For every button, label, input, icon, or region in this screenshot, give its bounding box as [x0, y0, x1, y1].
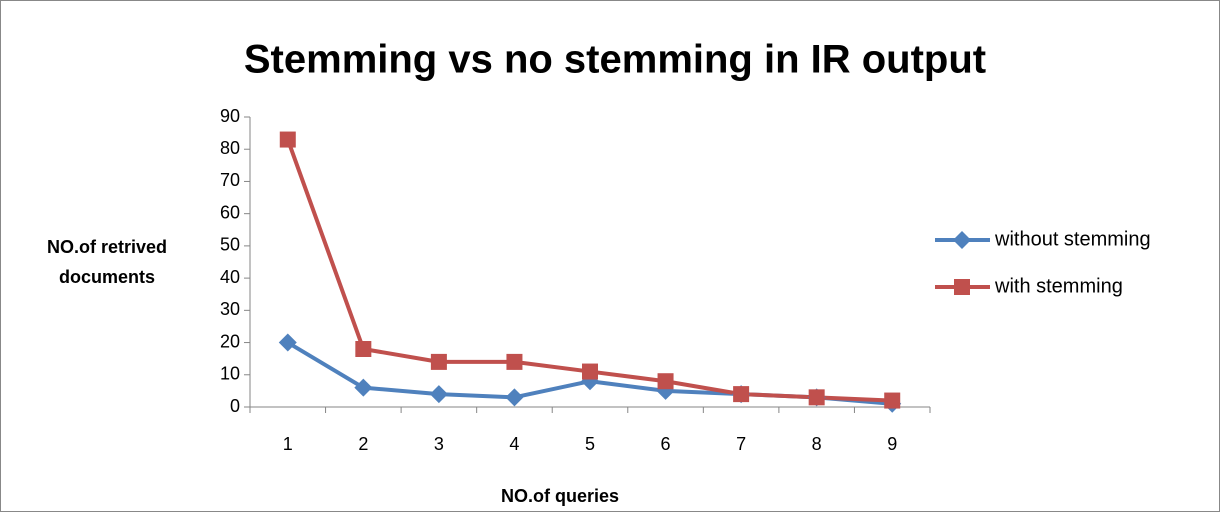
- data-point: [733, 386, 750, 403]
- y-tick-label: 60: [220, 202, 240, 222]
- x-tick-label: 9: [887, 434, 897, 454]
- y-tick-label: 20: [220, 331, 240, 351]
- x-axis-label: NO.of queries: [501, 486, 619, 506]
- x-tick-label: 2: [358, 434, 368, 454]
- x-tick-label: 1: [283, 434, 293, 454]
- chart-title: Stemming vs no stemming in IR output: [244, 38, 986, 82]
- y-tick-label: 10: [220, 364, 240, 384]
- x-tick-label: 7: [736, 434, 746, 454]
- x-tick-label: 5: [585, 434, 595, 454]
- data-point: [278, 333, 297, 352]
- y-tick-label: 40: [220, 267, 240, 287]
- data-point: [505, 388, 524, 407]
- y-tick-label: 0: [230, 396, 240, 416]
- y-tick-label: 30: [220, 299, 240, 319]
- x-tick-label: 3: [434, 434, 444, 454]
- y-tick-label: 70: [220, 170, 240, 190]
- data-point: [354, 378, 373, 397]
- data-point: [355, 341, 372, 357]
- data-point: [279, 131, 296, 148]
- data-point: [582, 363, 598, 380]
- y-tick-label: 90: [220, 106, 240, 126]
- y-tick-label: 50: [220, 235, 240, 255]
- y-axis-label: NO.of retrived documents: [46, 237, 168, 287]
- y-tick-label: 80: [220, 138, 240, 158]
- legend-marker: [953, 231, 971, 249]
- x-tick-label: 6: [661, 434, 671, 454]
- data-point: [429, 385, 448, 404]
- data-point: [657, 373, 674, 390]
- data-point: [506, 353, 523, 370]
- legend-label: with stemming: [994, 275, 1123, 297]
- legend-label: without stemming: [994, 228, 1151, 250]
- x-tick-label: 8: [812, 434, 822, 454]
- data-point: [808, 389, 825, 406]
- legend-marker: [954, 279, 970, 295]
- data-point: [430, 353, 447, 370]
- data-point: [884, 392, 901, 409]
- x-tick-label: 4: [509, 434, 519, 454]
